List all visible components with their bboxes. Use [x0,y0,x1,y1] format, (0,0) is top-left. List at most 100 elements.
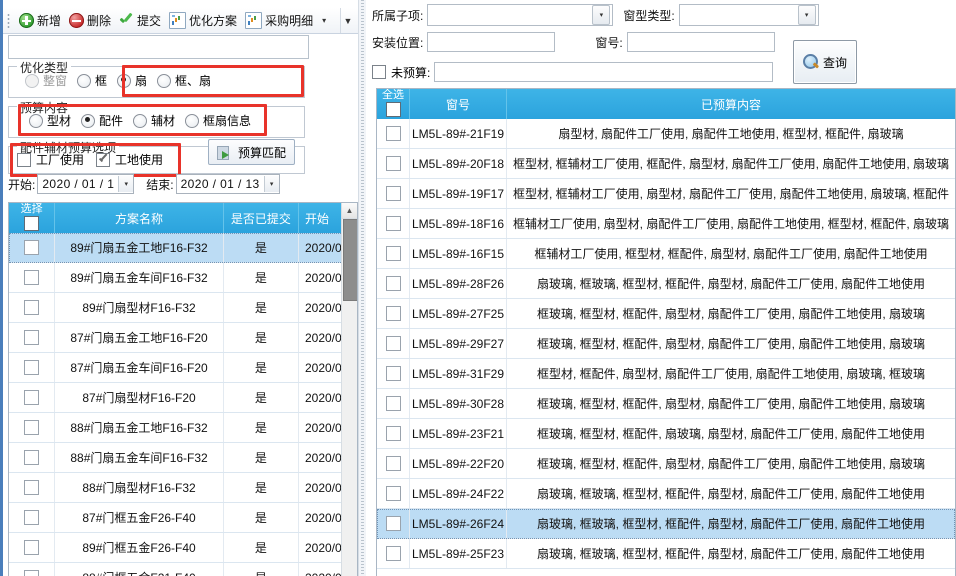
chevron-down-icon[interactable]: ▾ [797,5,816,25]
row-select-cell[interactable] [377,329,410,358]
delete-button[interactable]: 删除 [65,11,115,30]
row-select-cell[interactable] [9,563,56,576]
row-select-cell[interactable] [9,233,56,262]
chevron-down-icon[interactable]: ▾ [592,5,611,25]
row-select-cell[interactable] [9,413,56,442]
radio-accessory[interactable]: 配件 [81,112,123,129]
row-select-cell[interactable] [377,509,410,538]
row-checkbox[interactable] [385,486,401,501]
install-position-input[interactable] [427,32,556,52]
row-select-cell[interactable] [9,503,56,532]
row-checkbox[interactable] [24,360,40,375]
table-row[interactable]: 88#门扇五金工地F16-F32 是 2020/0 [9,413,357,443]
row-checkbox[interactable] [24,540,40,555]
row-select-cell[interactable] [377,149,410,178]
table-row[interactable]: 89#门扇五金车间F16-F32 是 2020/0 [9,263,357,293]
chevron-down-icon[interactable]: ▾ [263,176,279,192]
row-select-cell[interactable] [9,473,56,502]
row-checkbox[interactable] [385,186,401,201]
plans-header-select[interactable]: 选择 [9,203,56,233]
row-select-cell[interactable] [9,443,56,472]
scroll-up-icon[interactable]: ▲ [342,203,357,219]
row-checkbox[interactable] [385,276,401,291]
table-row[interactable]: LM5L-89#-16F15 框辅材工厂使用, 框型材, 框配件, 扇型材, 扇配… [377,239,955,269]
checkbox-site-use[interactable]: 工地使用 [96,151,163,168]
toolbar-overflow-button[interactable]: ▼ [340,8,355,33]
end-date-picker[interactable]: 2020 / 01 / 13 ▾ [175,174,280,194]
chevron-down-icon[interactable]: ▾ [322,16,327,25]
budgeted-header-content[interactable]: 已预算内容 [700,97,761,112]
table-row[interactable]: LM5L-89#-31F29 框型材, 框配件, 扇型材, 扇配件工厂使用, 扇配… [377,359,955,389]
select-all-checkbox[interactable] [385,102,401,117]
row-checkbox[interactable] [385,456,401,471]
row-select-cell[interactable] [377,419,410,448]
budget-match-button[interactable]: 预算匹配 [208,139,295,165]
table-row[interactable]: LM5L-89#-23F21 框玻璃, 框型材, 框配件, 扇玻璃, 扇型材, 扇… [377,419,955,449]
unbudgeted-checkbox[interactable]: 未预算: [372,64,430,81]
row-checkbox[interactable] [24,420,40,435]
checkbox-factory-use[interactable]: 工厂使用 [17,151,84,168]
table-row[interactable]: 87#门框五金F26-F40 是 2020/0 [9,503,357,533]
new-button[interactable]: 新增 [15,11,65,30]
table-row[interactable]: LM5L-89#-20F18 框型材, 框辅材工厂使用, 框配件, 扇型材, 扇配… [377,149,955,179]
window-type-combobox[interactable]: ▾ [678,4,819,26]
row-checkbox[interactable] [385,426,401,441]
row-select-cell[interactable] [377,479,410,508]
row-select-cell[interactable] [377,269,410,298]
row-select-cell[interactable] [9,323,56,352]
radio-whole-window[interactable]: 整窗 [25,72,67,89]
row-checkbox[interactable] [24,330,40,345]
table-row[interactable]: LM5L-89#-21F19 扇型材, 扇配件工厂使用, 扇配件工地使用, 框型材… [377,119,955,149]
row-checkbox[interactable] [385,216,401,231]
row-checkbox[interactable] [24,270,40,285]
scrollbar-thumb[interactable] [343,219,357,301]
purchase-detail-button[interactable]: 采购明细 [241,11,317,30]
row-checkbox[interactable] [385,156,401,171]
row-select-cell[interactable] [377,389,410,418]
plans-grid-scrollbar[interactable]: ▲ [341,203,357,576]
table-row[interactable]: LM5L-89#-19F17 框型材, 框辅材工厂使用, 扇型材, 扇配件工厂使用… [377,179,955,209]
table-row[interactable]: LM5L-89#-30F28 框玻璃, 框型材, 框配件, 扇型材, 扇配件工厂使… [377,389,955,419]
table-row[interactable]: LM5L-89#-29F27 框玻璃, 框型材, 框配件, 扇型材, 扇配件工厂使… [377,329,955,359]
table-row[interactable]: 88#门扇型材F16-F32 是 2020/0 [9,473,357,503]
row-checkbox[interactable] [24,300,40,315]
row-checkbox[interactable] [24,570,40,576]
radio-frame-and-sash[interactable]: 框、扇 [157,72,211,89]
table-row[interactable]: 89#门扇型材F16-F32 是 2020/0 [9,293,357,323]
row-checkbox[interactable] [24,480,40,495]
row-select-cell[interactable] [377,179,410,208]
row-select-cell[interactable] [9,533,56,562]
budgeted-header-select-all[interactable]: 全选 [377,89,410,119]
row-checkbox[interactable] [385,306,401,321]
row-select-cell[interactable] [377,539,410,568]
table-row[interactable]: LM5L-89#-18F16 框辅材工厂使用, 扇型材, 扇配件工厂使用, 扇配件… [377,209,955,239]
table-row[interactable]: 87#门扇五金车间F16-F20 是 2020/0 [9,353,357,383]
row-checkbox[interactable] [24,450,40,465]
row-checkbox[interactable] [385,516,401,531]
row-select-cell[interactable] [9,263,56,292]
radio-frame-sash-info[interactable]: 框扇信息 [185,112,251,129]
table-row[interactable]: LM5L-89#-26F24 扇玻璃, 框玻璃, 框型材, 框配件, 扇型材, 扇… [377,509,955,539]
table-row[interactable]: 87#门扇型材F16-F20 是 2020/0 [9,383,357,413]
plans-header-submitted[interactable]: 是否已提交 [224,203,299,233]
subitem-combobox[interactable]: ▾ [427,4,614,26]
row-select-cell[interactable] [9,353,56,382]
plan-filter-input[interactable] [8,35,309,59]
chevron-down-icon[interactable]: ▾ [118,176,134,192]
row-checkbox[interactable] [24,240,40,255]
row-checkbox[interactable] [385,546,401,561]
row-checkbox[interactable] [385,366,401,381]
start-date-picker[interactable]: 2020 / 01 / 1 ▾ [37,174,135,194]
radio-auxiliary[interactable]: 辅材 [133,112,175,129]
row-checkbox[interactable] [385,336,401,351]
row-checkbox[interactable] [385,396,401,411]
row-select-cell[interactable] [9,293,56,322]
table-row[interactable]: 87#门扇五金工地F16-F20 是 2020/0 [9,323,357,353]
select-all-checkbox[interactable] [24,216,40,231]
row-checkbox[interactable] [24,510,40,525]
table-row[interactable]: LM5L-89#-24F22 扇玻璃, 框玻璃, 框型材, 框配件, 扇型材, 扇… [377,479,955,509]
plans-header-name[interactable]: 方案名称 [55,203,224,233]
row-select-cell[interactable] [377,299,410,328]
submit-button[interactable]: 提交 [115,11,165,30]
